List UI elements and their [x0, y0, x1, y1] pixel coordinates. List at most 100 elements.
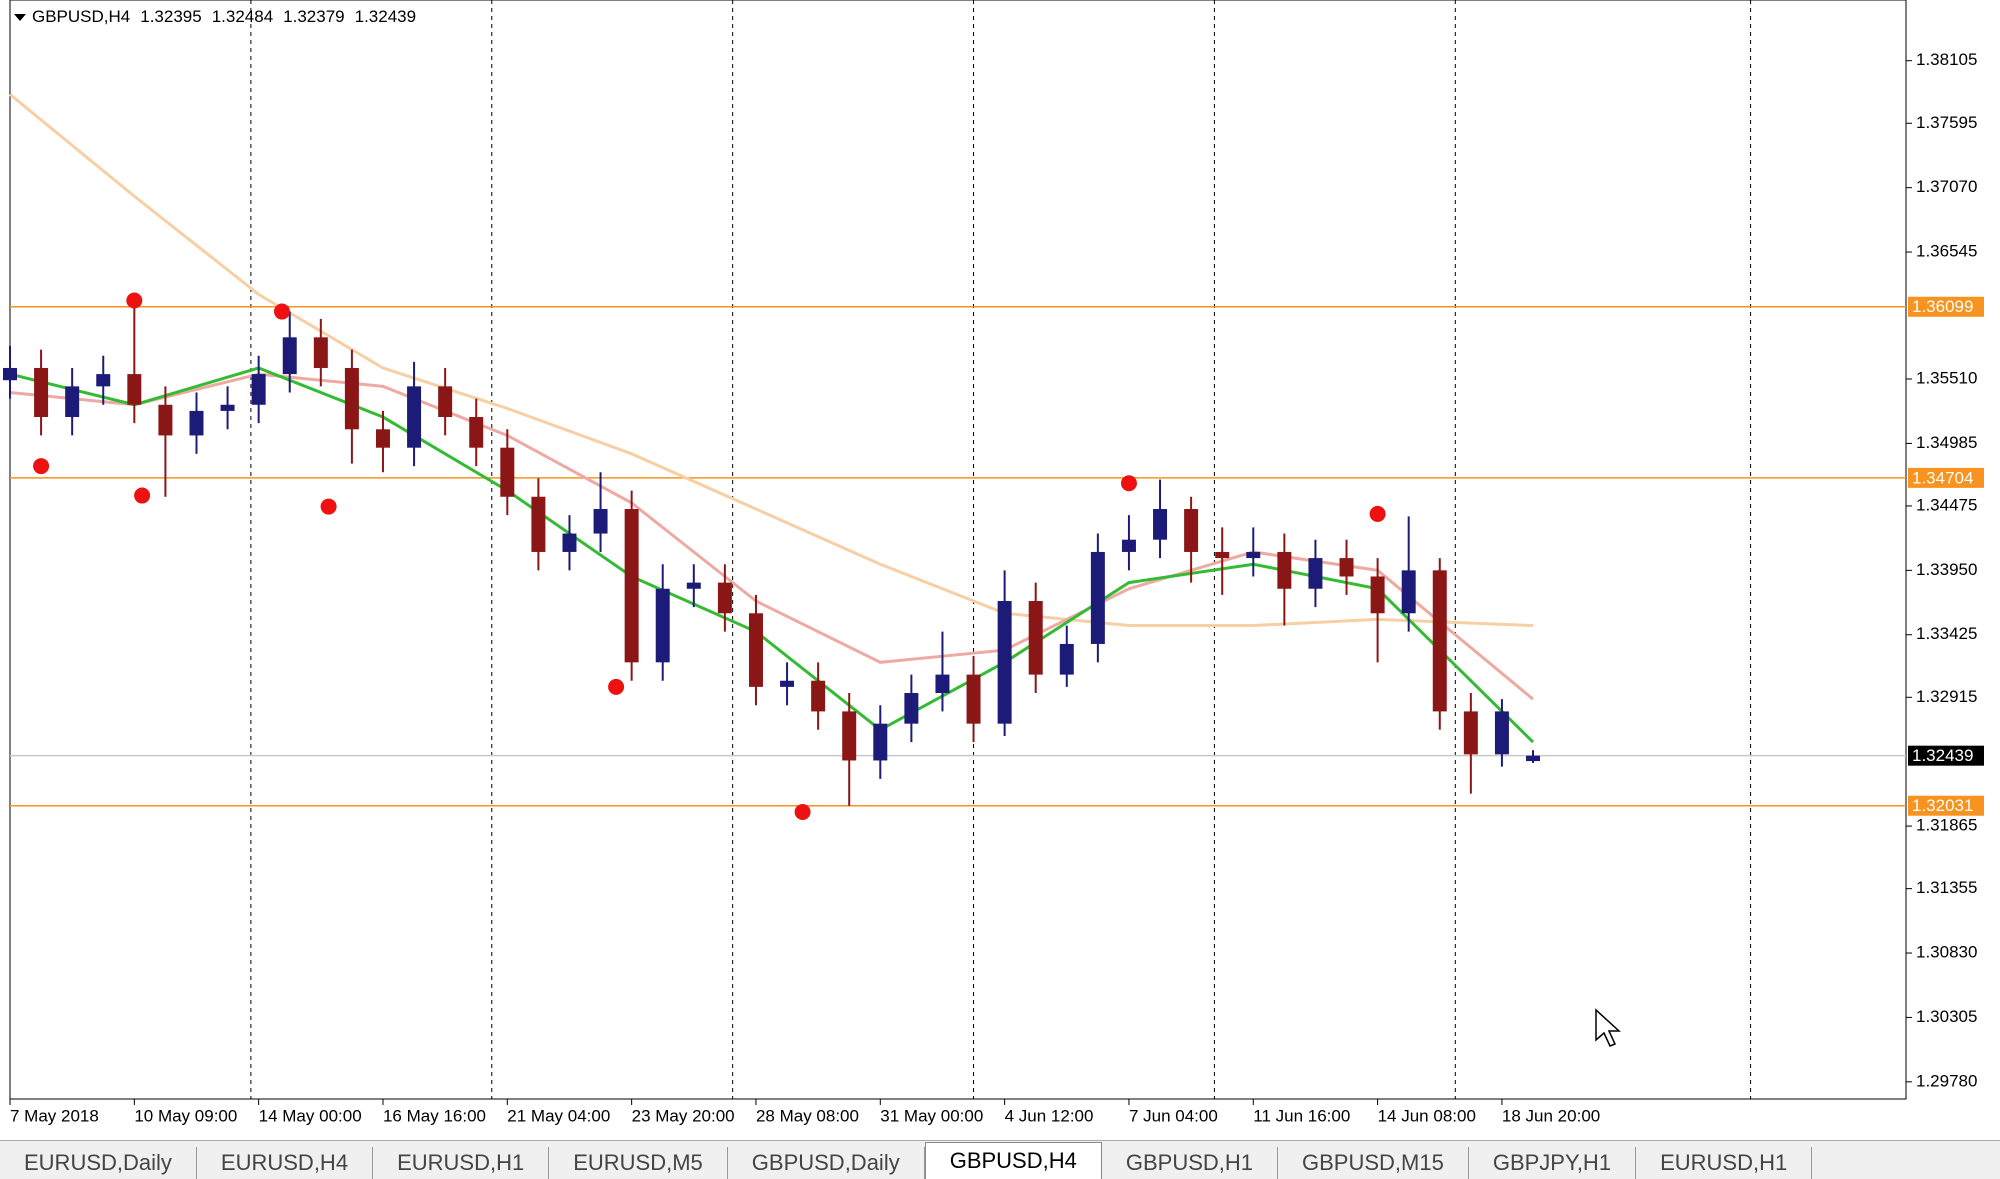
x-tick-label: 7 May 2018 [10, 1106, 99, 1125]
fractal-marker [134, 487, 151, 504]
candle-body [1308, 558, 1323, 589]
candle-body [624, 509, 639, 663]
mouse-cursor [1595, 1008, 1621, 1047]
chart-tab[interactable]: EURUSD,H4 [197, 1147, 374, 1179]
y-tick-label: 1.33950 [1916, 560, 1977, 579]
candle-body [96, 374, 111, 387]
candle-body [158, 404, 173, 436]
x-tick-label: 14 May 00:00 [259, 1106, 362, 1125]
chart-tab[interactable]: EURUSD,Daily [0, 1147, 197, 1179]
chart-tab[interactable]: GBPJPY,H1 [1469, 1147, 1637, 1179]
fractal-marker [1369, 505, 1386, 522]
candle-body [1028, 601, 1043, 675]
chart: GBPUSD,H4 1.32395 1.32484 1.32379 1.32439 1.3… [3, 0, 1984, 1125]
candle-body [1463, 711, 1478, 755]
menu-triangle[interactable] [14, 14, 26, 21]
x-tick-label: 11 Jun 16:00 [1253, 1106, 1350, 1125]
fractal-marker [273, 303, 290, 320]
y-tick-label: 1.36545 [1916, 242, 1977, 261]
candle-body [220, 404, 235, 411]
candle-body [1370, 576, 1385, 614]
candle-body [531, 496, 546, 552]
y-tick-label: 1.37070 [1916, 177, 1977, 196]
chart-tab[interactable]: EURUSD,M5 [549, 1147, 728, 1179]
chart-tab[interactable]: GBPUSD,H1 [1102, 1147, 1279, 1179]
x-tick-label: 16 May 16:00 [383, 1106, 486, 1125]
candle-body [842, 711, 857, 761]
moving-average [9, 372, 1534, 701]
header: GBPUSD,H4 1.32395 1.32484 1.32379 1.32439 [32, 7, 416, 26]
candle-body [438, 386, 453, 418]
candle-body [251, 374, 266, 405]
candle-body [1090, 551, 1105, 644]
candle-body [780, 680, 795, 687]
ohlc-value: 1.32395 [140, 7, 201, 26]
candle-body [1494, 711, 1509, 755]
y-tick-label: 1.34985 [1916, 433, 1977, 452]
candle-body [1339, 558, 1354, 577]
symbol: GBPUSD,H4 [32, 7, 130, 26]
y-tick-label: 1.32915 [1916, 687, 1977, 706]
y-tick-label: 1.33425 [1916, 624, 1977, 643]
chart-tab[interactable]: GBPUSD,H4 [924, 1142, 1102, 1179]
fractal-marker [794, 803, 811, 820]
candle-body [904, 693, 919, 724]
ohlc-value: 1.32379 [283, 7, 344, 26]
candle-body [997, 601, 1012, 724]
level-label: 1.32439 [1912, 746, 1973, 765]
level-label: 1.36099 [1912, 297, 1973, 316]
y-tick-label: 1.31865 [1916, 816, 1977, 835]
chart-tab[interactable]: EURUSD,H1 [373, 1147, 550, 1179]
candle-body [500, 447, 515, 497]
tab-bar: EURUSD,Daily EURUSD,H4 EURUSD,H1 EURUSD,M5 G… [0, 1140, 2000, 1179]
level-label: 1.32031 [1912, 796, 1973, 815]
candle-body [65, 386, 80, 418]
candle-body [748, 613, 763, 687]
chart-tab[interactable]: GBPUSD,Daily [728, 1147, 925, 1179]
x-tick-label: 31 May 00:00 [880, 1106, 983, 1125]
candle-body [407, 386, 422, 448]
candle-body [873, 723, 888, 761]
y-tick-label: 1.30830 [1916, 943, 1977, 962]
y-tick-label: 1.34475 [1916, 495, 1977, 514]
candle-body [34, 367, 49, 418]
ohlc-value: 1.32484 [212, 7, 273, 26]
x-tick-label: 4 Jun 12:00 [1005, 1106, 1094, 1125]
y-tick-label: 1.31355 [1916, 878, 1977, 897]
y-tick-label: 1.38105 [1916, 50, 1977, 69]
candle-body [1526, 755, 1541, 762]
fractal-marker [320, 498, 337, 515]
level-label-box [1908, 467, 1984, 488]
level-label-box [1908, 296, 1984, 317]
y-tick-label: 1.35510 [1916, 368, 1977, 387]
candle-body [966, 674, 981, 724]
candle-body [1401, 570, 1416, 614]
x-tick-label: 21 May 04:00 [507, 1106, 610, 1125]
fractal-marker [126, 292, 143, 309]
chart-tab[interactable]: GBPUSD,M15 [1278, 1147, 1469, 1179]
level-label: 1.34704 [1912, 468, 1973, 487]
candle-body [1432, 570, 1447, 712]
candle-body [375, 429, 390, 448]
x-tick-label: 28 May 08:00 [756, 1106, 859, 1125]
plot-frame [9, 0, 1907, 1100]
x-tick-label: 10 May 09:00 [134, 1106, 237, 1125]
candle-body [1059, 643, 1074, 675]
candle-body [655, 588, 670, 663]
x-tick-label: 14 Jun 08:00 [1378, 1106, 1476, 1125]
fractal-marker [1120, 475, 1137, 492]
chart-tab[interactable]: EURUSD,H1 [1636, 1147, 1813, 1179]
fractal-marker [33, 458, 50, 475]
candle-body [282, 337, 297, 375]
candle-body [469, 417, 484, 448]
candle-body [717, 582, 732, 614]
candle-body [1277, 551, 1292, 589]
ohlc-value: 1.32439 [355, 7, 416, 26]
x-tick-label: 18 Jun 20:00 [1502, 1106, 1600, 1125]
level-label-box [1908, 795, 1984, 816]
candle-body [189, 410, 204, 436]
candle-body [1153, 509, 1168, 540]
x-tick-label: 23 May 20:00 [632, 1106, 735, 1125]
x-tick-label: 7 Jun 04:00 [1129, 1106, 1218, 1125]
